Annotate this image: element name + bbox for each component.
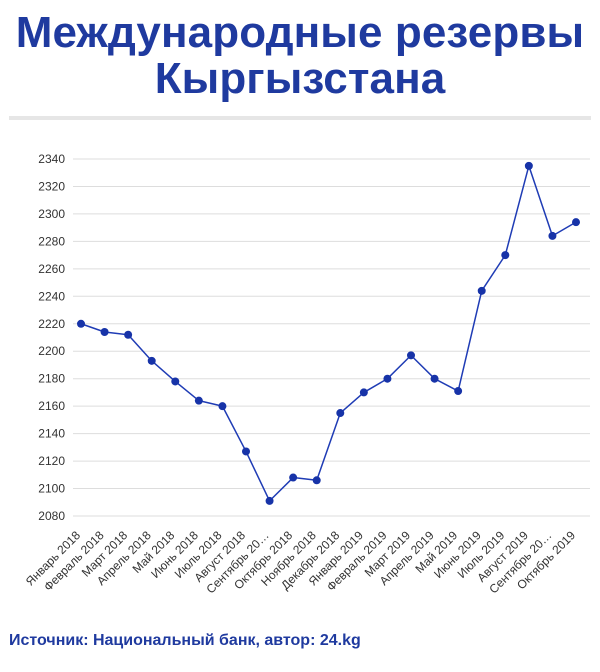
y-tick-label: 2100 <box>38 482 65 496</box>
y-tick-label: 2340 <box>38 152 65 166</box>
source-note: Источник: Национальный банк, автор: 24.k… <box>9 632 361 649</box>
data-point <box>501 251 510 260</box>
data-point <box>124 330 133 339</box>
y-tick-label: 2300 <box>38 207 65 221</box>
y-tick-label: 2200 <box>38 344 65 358</box>
data-point <box>147 356 156 365</box>
y-tick-label: 2180 <box>38 372 65 386</box>
y-tick-label: 2240 <box>38 289 65 303</box>
y-tick-label: 2160 <box>38 399 65 413</box>
data-point <box>407 351 415 360</box>
data-point <box>383 374 392 383</box>
data-point <box>336 409 345 418</box>
data-point <box>477 286 486 295</box>
data-point <box>359 388 368 397</box>
y-tick-label: 2220 <box>38 317 65 331</box>
y-tick-label: 2280 <box>38 234 65 248</box>
title-divider <box>9 116 591 120</box>
y-tick-label: 2120 <box>38 454 65 468</box>
data-point <box>289 473 298 482</box>
data-point <box>77 319 85 328</box>
line-chart: 2080 2100 2120 2140 2160 2180 2200 2220 2240 2260… <box>23 152 590 596</box>
y-tick-label: 2320 <box>38 179 65 193</box>
chart-title: Международные резервы Кыргызстана <box>0 10 600 102</box>
data-point <box>242 447 250 456</box>
data-point <box>171 377 180 386</box>
data-point <box>100 328 109 337</box>
y-tick-label: 2140 <box>38 427 65 441</box>
chart-title-line-2: Кыргызстана <box>154 54 446 103</box>
data-point <box>312 476 321 485</box>
data-point <box>572 218 580 227</box>
series-line <box>80 165 577 502</box>
series-layer <box>77 161 580 505</box>
y-tick-label: 2080 <box>38 509 65 523</box>
data-point <box>430 374 439 383</box>
chart-area: 2080 2100 2120 2140 2160 2180 2200 2220 2240 2260… <box>0 130 600 625</box>
data-point <box>265 496 274 505</box>
data-point <box>194 396 203 405</box>
data-point <box>454 387 463 396</box>
data-point <box>548 231 557 240</box>
grid-layer <box>73 158 590 517</box>
y-axis-ticks: 2080 2100 2120 2140 2160 2180 2200 2220 2240 2260… <box>38 152 65 523</box>
y-tick-label: 2260 <box>38 262 65 276</box>
chart-title-line-1: Международные резервы <box>15 8 585 57</box>
data-point <box>218 402 227 411</box>
data-point <box>524 161 533 170</box>
